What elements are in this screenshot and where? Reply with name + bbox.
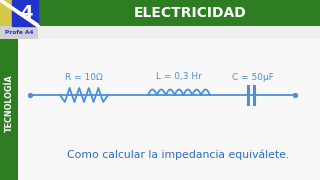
- Text: ELECTRICIDAD: ELECTRICIDAD: [134, 6, 246, 20]
- Bar: [0, 0, 320, 26]
- Text: Como calcular la impedancia equiválete.: Como calcular la impedancia equiválete.: [67, 150, 289, 160]
- Polygon shape: [12, 0, 38, 26]
- Bar: [0, 26, 18, 180]
- Bar: [0, 26, 38, 39]
- Bar: [0, 0, 38, 26]
- Text: 4: 4: [20, 4, 32, 22]
- Text: TECNOLOGÍA: TECNOLOGÍA: [4, 74, 13, 132]
- Text: R = 10Ω: R = 10Ω: [65, 73, 103, 82]
- Text: L = 0,3 Hr: L = 0,3 Hr: [156, 73, 202, 82]
- Text: Profe A4: Profe A4: [5, 30, 33, 35]
- Bar: [18, 39, 320, 180]
- Text: C = 50μF: C = 50μF: [232, 73, 274, 82]
